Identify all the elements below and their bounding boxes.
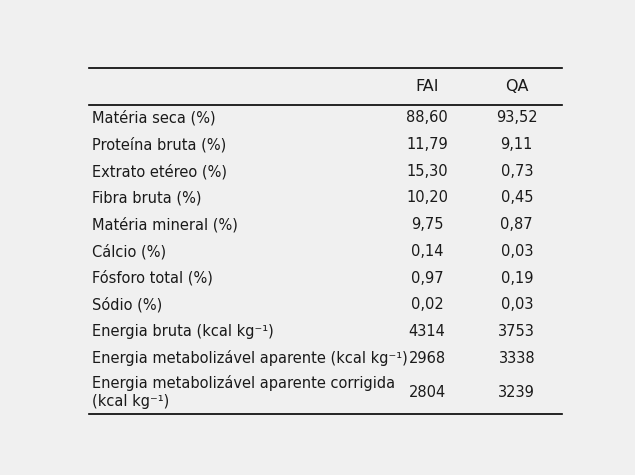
Text: 0,45: 0,45: [500, 190, 533, 206]
Text: 0,73: 0,73: [500, 164, 533, 179]
Text: 0,03: 0,03: [500, 244, 533, 259]
Text: 11,79: 11,79: [406, 137, 448, 152]
Text: Proteína bruta (%): Proteína bruta (%): [91, 137, 226, 152]
Text: 0,87: 0,87: [500, 217, 533, 232]
Text: Matéria seca (%): Matéria seca (%): [91, 110, 215, 126]
Text: QA: QA: [505, 79, 528, 94]
Text: FAI: FAI: [415, 79, 439, 94]
Text: 0,03: 0,03: [500, 297, 533, 312]
Text: 2968: 2968: [408, 351, 446, 366]
Text: 0,19: 0,19: [500, 271, 533, 285]
Text: Cálcio (%): Cálcio (%): [91, 244, 166, 259]
Text: 10,20: 10,20: [406, 190, 448, 206]
Text: Fósforo total (%): Fósforo total (%): [91, 270, 213, 286]
Text: Energia metabolizável aparente (kcal kg⁻¹): Energia metabolizável aparente (kcal kg⁻…: [91, 350, 408, 366]
Text: 3338: 3338: [498, 351, 535, 366]
Text: 9,75: 9,75: [411, 217, 443, 232]
Text: Energia bruta (kcal kg⁻¹): Energia bruta (kcal kg⁻¹): [91, 324, 274, 339]
Text: 0,14: 0,14: [411, 244, 443, 259]
Text: 4314: 4314: [408, 324, 445, 339]
Text: 0,97: 0,97: [411, 271, 443, 285]
Text: 3753: 3753: [498, 324, 535, 339]
Text: Matéria mineral (%): Matéria mineral (%): [91, 217, 237, 232]
Text: Energia metabolizável aparente corrigida: Energia metabolizável aparente corrigida: [91, 375, 395, 391]
Text: 15,30: 15,30: [406, 164, 448, 179]
Text: 88,60: 88,60: [406, 110, 448, 125]
Text: Sódio (%): Sódio (%): [91, 297, 162, 313]
Text: Fibra bruta (%): Fibra bruta (%): [91, 190, 201, 206]
Text: 3239: 3239: [498, 385, 535, 400]
Text: (kcal kg⁻¹): (kcal kg⁻¹): [91, 394, 169, 409]
Text: 93,52: 93,52: [496, 110, 538, 125]
Text: 9,11: 9,11: [500, 137, 533, 152]
Text: 0,02: 0,02: [411, 297, 443, 312]
Text: Extrato etéreo (%): Extrato etéreo (%): [91, 163, 227, 179]
Text: 2804: 2804: [408, 385, 446, 400]
